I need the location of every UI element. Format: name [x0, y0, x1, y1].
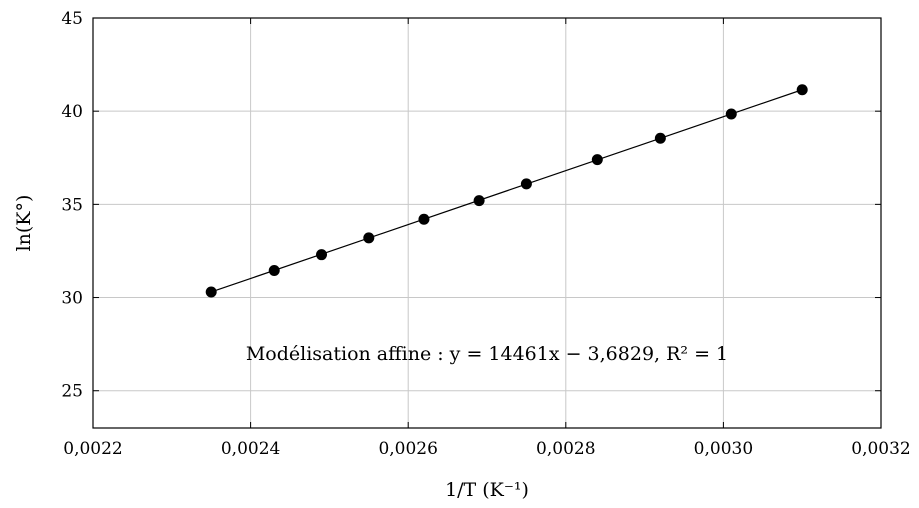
data-point: [725, 108, 737, 120]
data-point: [473, 195, 485, 207]
x-tick-label: 0,0032: [851, 439, 910, 459]
data-point: [591, 154, 603, 166]
x-tick-labels: 0,0022 0,0024 0,0026 0,0028 0,0030 0,0032: [63, 439, 910, 459]
y-axis-label: ln(K°): [13, 195, 35, 252]
fit-line-layer: [211, 89, 803, 293]
plot-frame: [92, 17, 882, 429]
data-point: [796, 84, 808, 96]
y-tick-labels: 25 30 35 40 45: [61, 9, 83, 402]
data-points: [205, 84, 808, 298]
data-point: [205, 286, 217, 298]
y-tick-label: 35: [61, 195, 83, 215]
x-tick-label: 0,0026: [378, 439, 437, 459]
data-point: [418, 213, 430, 225]
x-tick-label: 0,0028: [536, 439, 595, 459]
x-axis-label: 1/T (K⁻¹): [445, 479, 529, 501]
y-tick-label: 30: [61, 289, 83, 309]
data-point: [316, 249, 328, 261]
data-point: [363, 232, 375, 244]
y-tick-label: 45: [61, 9, 83, 29]
y-tick-label: 40: [61, 102, 83, 122]
x-tick-label: 0,0022: [63, 439, 122, 459]
data-point: [520, 178, 532, 190]
fit-line: [211, 89, 803, 293]
x-tick-label: 0,0024: [221, 439, 280, 459]
x-tick-label: 0,0030: [694, 439, 753, 459]
axis-ticks: [92, 17, 882, 428]
data-point: [268, 265, 280, 277]
fit-annotation: Modélisation affine : y = 14461x − 3,682…: [246, 343, 728, 365]
data-point: [654, 132, 666, 144]
y-tick-label: 25: [61, 382, 83, 402]
grid-lines: [92, 17, 882, 428]
